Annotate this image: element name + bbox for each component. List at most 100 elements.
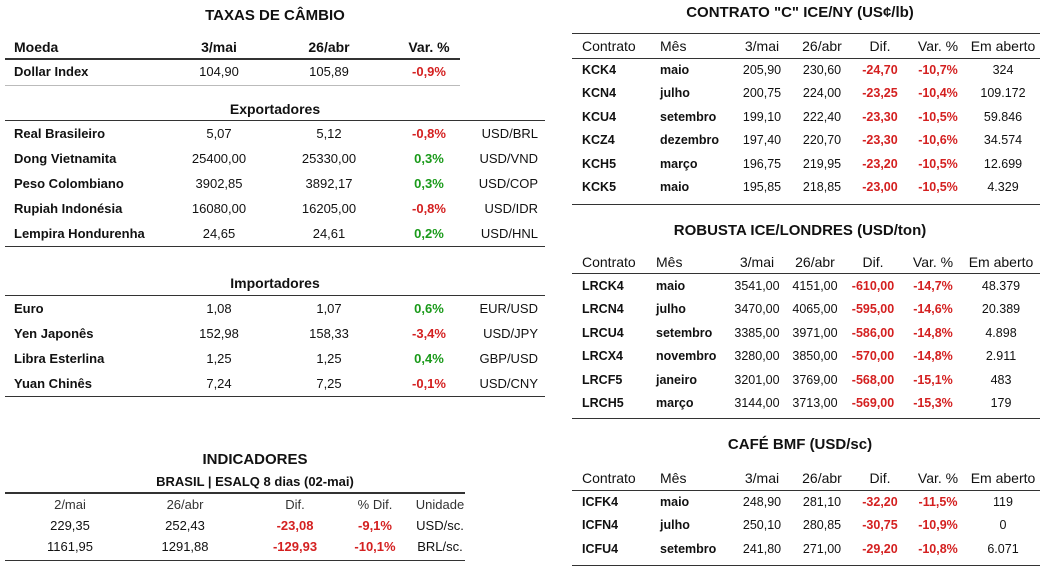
- open-interest: 119: [993, 494, 1013, 509]
- open-interest: 59.846: [983, 109, 1023, 124]
- ny-header-divider: [572, 58, 1040, 59]
- london-table: Contrato Mês 3/mai 26/abr Dif. Var. % Em…: [582, 250, 1038, 415]
- value-date1: 250,10: [742, 518, 782, 533]
- open-interest: 34.574: [983, 133, 1023, 148]
- difference: -595,00: [851, 302, 895, 317]
- contract-code: LRCK4: [582, 278, 624, 293]
- value-date1: 3280,00: [734, 349, 780, 364]
- contract-code: LRCF5: [582, 372, 623, 387]
- contract-month: novembro: [656, 349, 717, 364]
- indicators-row: 229,35 252,43 -23,08 -9,1% USD/sc.: [20, 515, 470, 536]
- contract-code: LRCH5: [582, 396, 624, 411]
- contract-code: ICFU4: [582, 541, 619, 556]
- london-header-divider: [572, 273, 1040, 274]
- value-date1: 248,90: [742, 494, 782, 509]
- ny-header-row: Contrato Mês 3/mai 26/abr Dif. Var. % Em…: [582, 34, 1038, 58]
- london-row: LRCU4 setembro 3385,00 3971,00 -586,00 -…: [582, 321, 1038, 345]
- currency-name: Euro: [14, 301, 44, 316]
- header-month: Mês: [656, 254, 683, 270]
- variation: -10,5%: [918, 180, 958, 195]
- variation: -14,6%: [913, 302, 953, 317]
- value-date1: 197,40: [742, 133, 782, 148]
- variation: -3,4%: [412, 326, 446, 341]
- fx-importers-divider: [5, 295, 545, 296]
- fx-dollar-table: Moeda 3/mai 26/abr Var. % Dollar Index 1…: [14, 35, 534, 84]
- bmf-header-divider: [572, 490, 1040, 491]
- open-interest: 48.379: [981, 278, 1021, 293]
- value-date2: 252,43: [165, 518, 205, 533]
- variation: -0,9%: [412, 64, 446, 79]
- header-open: Em aberto: [970, 38, 1036, 54]
- value-date1: 195,85: [742, 180, 782, 195]
- contract-code: KCK4: [582, 62, 617, 77]
- variation: -10,5%: [918, 156, 958, 171]
- contract-code: KCH5: [582, 156, 617, 171]
- variation: -10,6%: [918, 133, 958, 148]
- value-date2: 3971,00: [792, 325, 838, 340]
- contract-month: maio: [656, 278, 686, 293]
- header-contract: Contrato: [582, 254, 636, 270]
- open-interest: 0: [999, 518, 1007, 533]
- ind-header-date1: 2/mai: [54, 497, 86, 512]
- ny-row: KCK4 maio 205,90 230,60 -24,70 -10,7% 32…: [582, 58, 1038, 82]
- value-date1: 1,08: [206, 301, 232, 316]
- indicators-subtitle: BRASIL | ESALQ 8 dias (02-mai): [156, 474, 354, 489]
- header-open: Em aberto: [968, 254, 1034, 270]
- fx-importers-table: Euro 1,08 1,07 0,6% EUR/USD Yen Japonês …: [14, 296, 538, 396]
- percent-difference: -9,1%: [358, 518, 392, 533]
- value-date1: 3470,00: [734, 302, 780, 317]
- difference: -23,30: [862, 133, 898, 148]
- contract-month: maio: [660, 180, 690, 195]
- fx-row: Real Brasileiro 5,07 5,12 -0,8% USD/BRL: [14, 121, 538, 146]
- value-date1: 3201,00: [734, 372, 780, 387]
- contract-month: maio: [660, 494, 690, 509]
- fx-header-var: Var. %: [408, 39, 450, 55]
- value-date2: 3713,00: [792, 396, 838, 411]
- open-interest: 2.911: [985, 349, 1017, 364]
- variation: -10,7%: [918, 62, 958, 77]
- ny-top-divider: [572, 33, 1040, 34]
- variation: 0,4%: [414, 351, 444, 366]
- ny-title: CONTRATO "C" ICE/NY (US¢/lb): [686, 4, 914, 21]
- fx-row: Yen Japonês 152,98 158,33 -3,4% USD/JPY: [14, 321, 538, 346]
- indicators-divider: [5, 492, 465, 494]
- fx-row: Rupiah Indonésia 16080,00 16205,00 -0,8%…: [14, 196, 538, 221]
- difference: -570,00: [851, 349, 895, 364]
- london-bottom: [572, 418, 1040, 419]
- fx-header-currency: Moeda: [14, 39, 59, 55]
- value-date2: 222,40: [802, 109, 842, 124]
- currency-pair: USD/CNY: [479, 376, 538, 391]
- value-date2: 16205,00: [301, 201, 357, 216]
- currency-name: Libra Esterlina: [14, 351, 105, 366]
- london-row: LRCH5 março 3144,00 3713,00 -569,00 -15,…: [582, 392, 1038, 416]
- currency-name: Dong Vietnamita: [14, 151, 117, 166]
- fx-row: Peso Colombiano 3902,85 3892,17 0,3% USD…: [14, 171, 538, 196]
- indicators-bottom: [5, 560, 465, 561]
- fx-row: Yuan Chinês 7,24 7,25 -0,1% USD/CNY: [14, 371, 538, 396]
- contract-month: setembro: [660, 541, 717, 556]
- contract-code: LRCX4: [582, 349, 623, 364]
- value-date1: 7,24: [206, 376, 232, 391]
- value-date1: 3144,00: [734, 396, 780, 411]
- difference: -32,20: [862, 494, 898, 509]
- variation: -14,7%: [913, 278, 953, 293]
- header-var: Var. %: [917, 470, 959, 486]
- value-date2: 25330,00: [301, 151, 357, 166]
- value-date2: 219,95: [802, 156, 842, 171]
- bmf-table: Contrato Mês 3/mai 26/abr Dif. Var. % Em…: [582, 466, 1038, 561]
- currency-name: Yuan Chinês: [14, 376, 93, 391]
- fx-header-date1: 3/mai: [201, 39, 237, 55]
- indicators-title: INDICADORES: [202, 451, 308, 468]
- difference: -23,30: [862, 109, 898, 124]
- value-date1: 24,65: [202, 226, 236, 241]
- header-contract: Contrato: [582, 470, 636, 486]
- contract-code: LRCN4: [582, 302, 624, 317]
- fx-importers-bottom: [5, 396, 545, 397]
- london-row: LRCX4 novembro 3280,00 3850,00 -570,00 -…: [582, 345, 1038, 369]
- header-month: Mês: [660, 38, 687, 54]
- ind-header-dif: Dif.: [285, 497, 305, 512]
- open-interest: 12.699: [983, 156, 1023, 171]
- currency-name: Rupiah Indonésia: [14, 201, 123, 216]
- variation: 0,3%: [414, 176, 444, 191]
- contract-month: janeiro: [656, 372, 697, 387]
